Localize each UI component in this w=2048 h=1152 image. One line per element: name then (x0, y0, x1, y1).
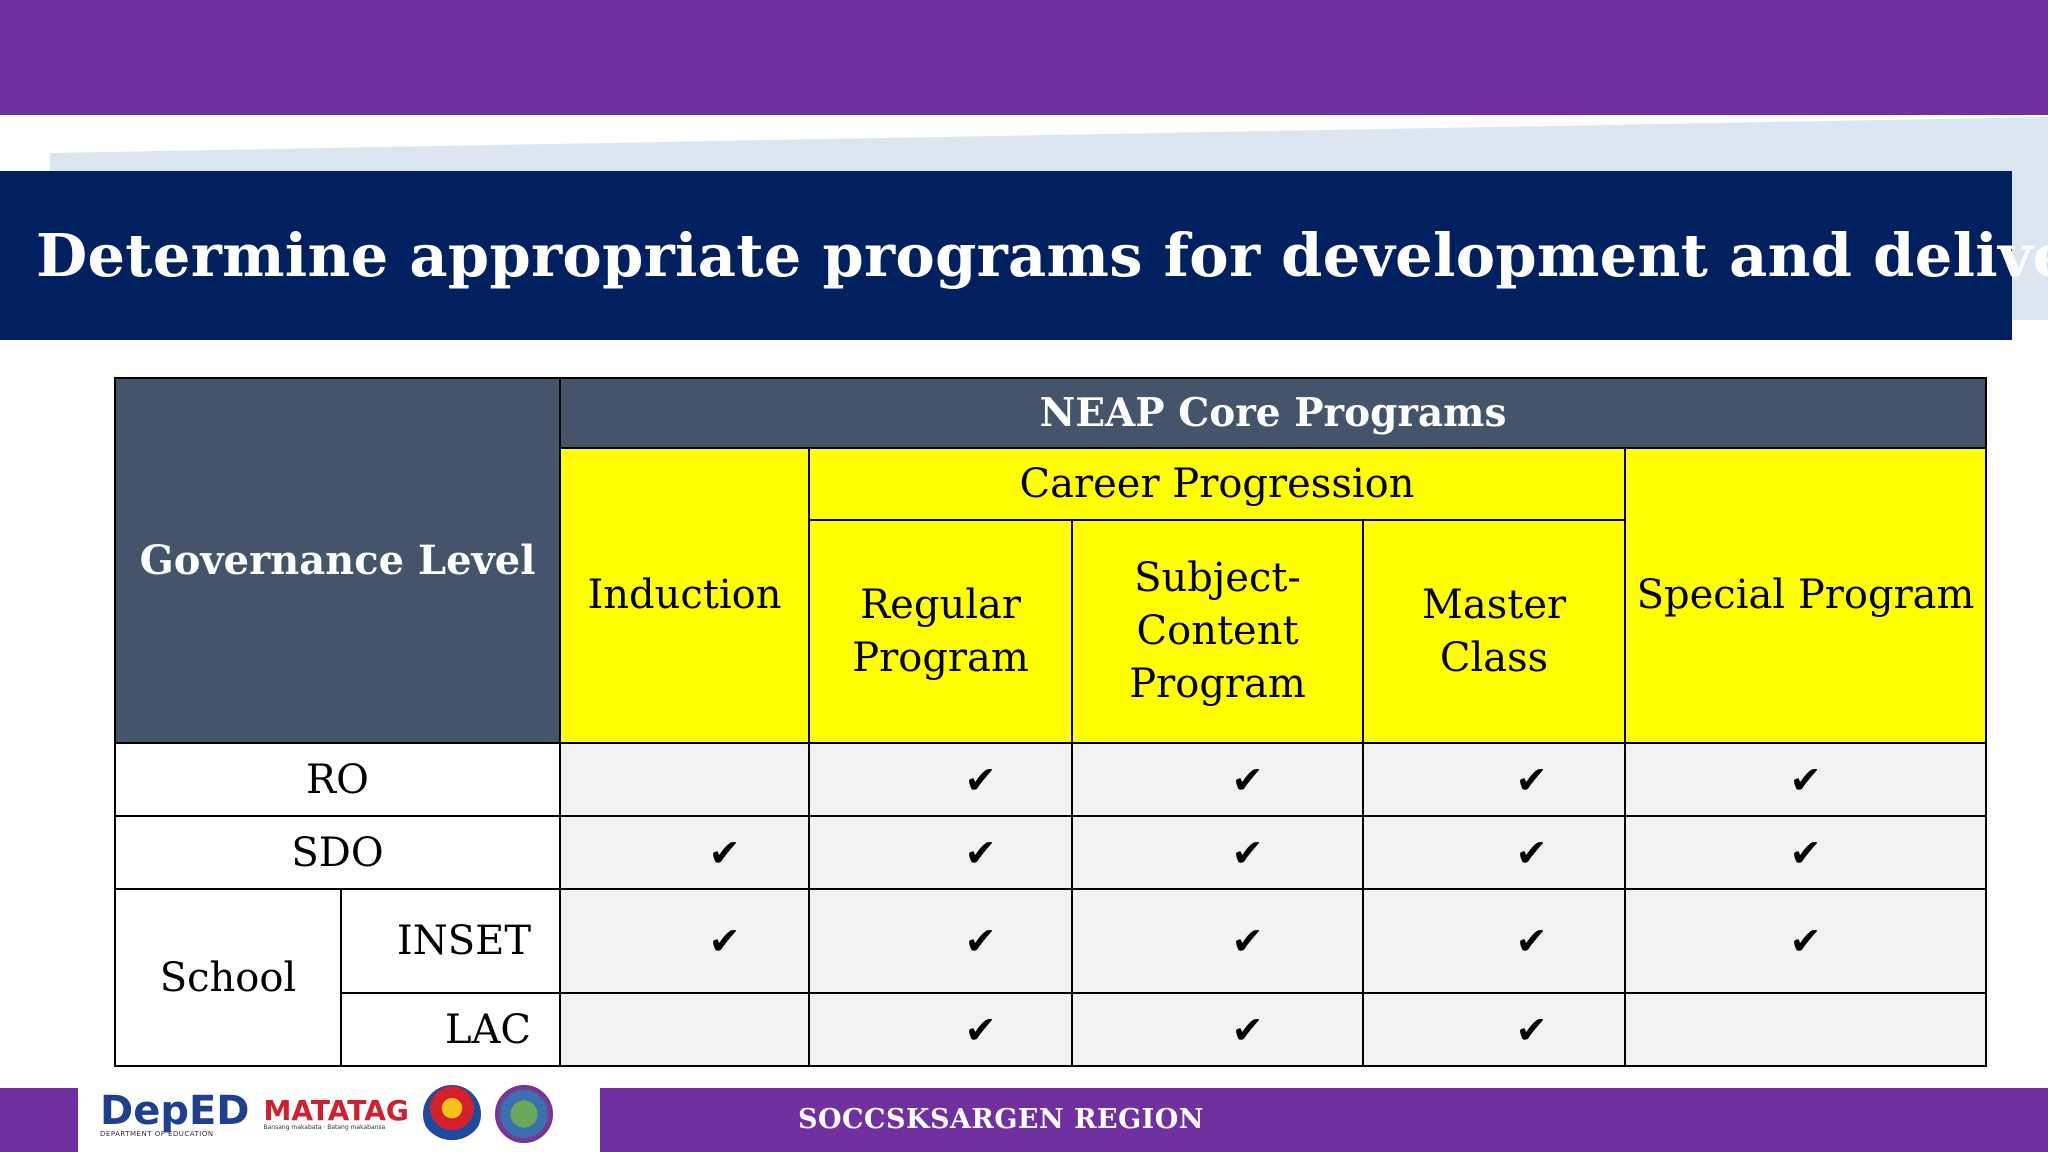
check-mark: ✔ (708, 919, 741, 963)
check-mark: ✔ (1231, 830, 1264, 875)
row-label-lac: LAC (339, 992, 562, 1067)
check-mark: ✔ (1231, 1007, 1264, 1052)
cell-sdo-master: ✔ (1362, 815, 1627, 890)
check-mark: ✔ (708, 830, 741, 875)
row-label-inset: INSET (339, 888, 562, 994)
title-banner: Determine appropriate programs for devel… (0, 171, 2048, 340)
cell-lac-regular: ✔ (808, 992, 1074, 1067)
programs-table: Governance Level NEAP Core Programs Indu… (113, 377, 1988, 1067)
region-label: SOCCSKSARGEN REGION (798, 1104, 1204, 1135)
cell-sdo-induction: ✔ (559, 815, 811, 890)
cell-ro-subject: ✔ (1071, 742, 1365, 817)
region-seal-logo (494, 1085, 553, 1143)
check-mark: ✔ (1231, 919, 1264, 963)
cell-inset-master: ✔ (1362, 888, 1627, 994)
deped-logo-subtext: DEPARTMENT OF EDUCATION (100, 1129, 214, 1138)
table-row: School INSET ✔ ✔ ✔ ✔ ✔ (114, 888, 1988, 1067)
cell-sdo-regular: ✔ (808, 815, 1074, 890)
cell-ro-master: ✔ (1362, 742, 1627, 817)
cell-inset-subject: ✔ (1071, 888, 1365, 994)
neap-core-programs-header: NEAP Core Programs (559, 377, 1988, 449)
cell-sdo-subject: ✔ (1071, 815, 1365, 890)
cell-lac-induction (559, 992, 811, 1067)
top-purple-bar (0, 0, 2048, 115)
check-mark: ✔ (964, 919, 997, 963)
footer-logos: DepED DEPARTMENT OF EDUCATION MATATAG Ba… (78, 1076, 600, 1152)
check-mark: ✔ (1789, 919, 1822, 963)
check-mark: ✔ (1515, 830, 1548, 875)
regular-program-header: Regular Program (808, 519, 1074, 744)
bagong-pilipinas-logo (422, 1085, 481, 1143)
matatag-logo-text: MATATAG (263, 1094, 409, 1127)
check-mark: ✔ (964, 757, 997, 802)
cell-ro-special: ✔ (1624, 742, 1988, 817)
cell-inset-induction: ✔ (559, 888, 811, 994)
cell-lac-special (1624, 992, 1988, 1067)
cell-inset-special: ✔ (1624, 888, 1988, 994)
cell-ro-induction (559, 742, 811, 817)
deped-logo: DepED DEPARTMENT OF EDUCATION (100, 1091, 250, 1138)
check-mark: ✔ (964, 1007, 997, 1052)
matatag-logo-subtext: Bansang makabata · Batang makabansa (263, 1124, 386, 1131)
cell-inset-regular: ✔ (808, 888, 1074, 994)
check-mark: ✔ (1789, 757, 1822, 802)
career-progression-header: Career Progression (808, 447, 1627, 521)
check-mark: ✔ (1515, 1007, 1548, 1052)
table-row: RO ✔ ✔ ✔ ✔ (113, 742, 1988, 817)
check-mark: ✔ (1789, 830, 1822, 875)
check-mark: ✔ (964, 830, 997, 875)
table-row: SDO ✔ ✔ ✔ ✔ ✔ (113, 815, 1988, 890)
row-label-school: School (114, 888, 342, 1067)
check-mark: ✔ (1231, 757, 1264, 802)
master-class-header: Master Class (1362, 519, 1627, 744)
special-program-header: Special Program (1624, 447, 1988, 744)
cell-lac-subject: ✔ (1071, 992, 1365, 1067)
deped-logo-text: DepED (100, 1087, 250, 1134)
slide-title: Determine appropriate programs for devel… (36, 221, 2048, 290)
matatag-logo: MATATAG Bansang makabata · Batang makaba… (264, 1097, 409, 1131)
row-label-sdo: SDO (113, 815, 562, 890)
check-mark: ✔ (1515, 919, 1548, 963)
cell-ro-regular: ✔ (808, 742, 1074, 817)
check-mark: ✔ (1515, 757, 1548, 802)
governance-level-header: Governance Level (113, 377, 562, 744)
table-row: LAC ✔ ✔ ✔ (115, 992, 1988, 1067)
subject-content-program-header: Subject-Content Program (1071, 519, 1365, 744)
row-label-ro: RO (113, 742, 562, 817)
induction-header: Induction (559, 447, 811, 744)
cell-sdo-special: ✔ (1624, 815, 1988, 890)
cell-lac-master: ✔ (1362, 992, 1627, 1067)
